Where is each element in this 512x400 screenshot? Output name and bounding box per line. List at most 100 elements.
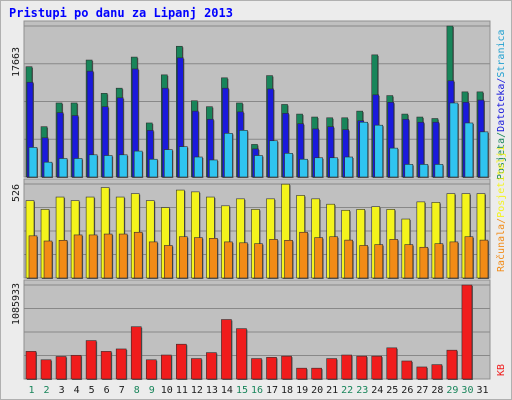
kb-bar-day-1 bbox=[25, 351, 37, 380]
x-tick-label-day-28: 28 bbox=[431, 385, 443, 396]
kb-bar-day-7 bbox=[115, 348, 128, 380]
x-tick-label-day-30: 30 bbox=[461, 385, 473, 396]
files-bar-day-14 bbox=[224, 133, 234, 178]
files-bar-day-4 bbox=[73, 158, 84, 178]
files-bar-day-17 bbox=[269, 140, 279, 178]
kb-bar-day-6 bbox=[100, 351, 113, 380]
legend-item-visitors: Posjetitelji bbox=[496, 146, 507, 218]
kb-bar-day-20 bbox=[311, 367, 323, 380]
files-bar-day-1 bbox=[28, 147, 38, 178]
hosts-bar-day-25 bbox=[389, 239, 399, 279]
hosts-bar-day-7 bbox=[118, 233, 129, 279]
files-bar-day-3 bbox=[58, 158, 69, 178]
kb-bar-day-29 bbox=[446, 349, 458, 380]
hosts-bar-day-3 bbox=[58, 239, 69, 279]
files-bar-day-25 bbox=[389, 147, 399, 178]
x-tick-label-day-31: 31 bbox=[476, 385, 488, 396]
x-tick-label-day-22: 22 bbox=[341, 385, 353, 396]
files-bar-day-16 bbox=[254, 155, 264, 178]
files-bar-day-23 bbox=[359, 121, 369, 178]
x-tick-label-day-7: 7 bbox=[119, 385, 125, 396]
kb-bar-day-11 bbox=[176, 343, 188, 380]
hosts-bar-day-5 bbox=[88, 234, 99, 279]
kb-bar-day-10 bbox=[160, 354, 173, 380]
kb-bar-day-3 bbox=[55, 356, 68, 380]
panel-1-ymax-label: 17663 bbox=[11, 47, 22, 77]
kb-bar-day-5 bbox=[85, 340, 98, 380]
x-tick-label-day-16: 16 bbox=[251, 385, 263, 396]
hosts-bar-day-24 bbox=[374, 244, 384, 279]
hosts-bar-day-9 bbox=[148, 241, 159, 279]
x-tick-label-day-2: 2 bbox=[44, 385, 50, 396]
x-tick-label-day-15: 15 bbox=[236, 385, 248, 396]
hosts-bar-day-13 bbox=[209, 238, 219, 279]
hosts-bar-day-30 bbox=[464, 236, 474, 279]
kb-bar-day-15 bbox=[236, 328, 248, 380]
files-bar-day-6 bbox=[103, 155, 114, 178]
x-tick-label-day-20: 20 bbox=[311, 385, 323, 396]
panel-1-legend: Posjeta/Datoteka/Stranica bbox=[496, 29, 507, 180]
files-bar-day-7 bbox=[118, 154, 129, 178]
files-bar-day-10 bbox=[163, 149, 174, 178]
kb-bar-day-4 bbox=[70, 354, 83, 380]
files-bar-day-24 bbox=[374, 124, 384, 178]
panel-3-ymax-label: 1085933 bbox=[11, 283, 22, 325]
x-tick-label-day-8: 8 bbox=[134, 385, 140, 396]
x-tick-label-day-1: 1 bbox=[29, 385, 35, 396]
x-tick-label-day-12: 12 bbox=[191, 385, 203, 396]
hosts-bar-day-19 bbox=[299, 231, 309, 279]
kb-bar-day-18 bbox=[281, 355, 293, 380]
x-tick-label-day-23: 23 bbox=[356, 385, 368, 396]
kb-bar-day-17 bbox=[266, 357, 278, 380]
files-bar-day-13 bbox=[209, 159, 219, 178]
hosts-bar-day-21 bbox=[329, 236, 339, 279]
files-bar-day-28 bbox=[434, 164, 444, 178]
kb-bar-day-22 bbox=[341, 354, 353, 380]
hosts-bar-day-8 bbox=[133, 231, 144, 279]
files-bar-day-15 bbox=[239, 130, 249, 178]
hosts-bar-day-15 bbox=[239, 242, 249, 279]
x-tick-label-day-27: 27 bbox=[416, 385, 428, 396]
hosts-bar-day-4 bbox=[73, 234, 84, 279]
files-bar-day-29 bbox=[449, 102, 459, 178]
legend-item-datoteka: Datoteka/ bbox=[496, 78, 507, 132]
kb-bar-day-23 bbox=[356, 355, 368, 380]
kb-bar-day-9 bbox=[145, 359, 158, 380]
kb-bar-day-2 bbox=[40, 359, 53, 380]
legend-item-stranica: Stranica bbox=[496, 29, 507, 77]
x-tick-label-day-29: 29 bbox=[446, 385, 458, 396]
x-tick-label-day-5: 5 bbox=[89, 385, 95, 396]
files-bar-day-5 bbox=[88, 154, 99, 178]
x-tick-label-day-6: 6 bbox=[104, 385, 110, 396]
hosts-bar-day-14 bbox=[224, 241, 234, 279]
legend-item-kb: KB bbox=[496, 364, 507, 376]
kb-bar-day-25 bbox=[386, 347, 398, 380]
files-bar-day-2 bbox=[43, 161, 54, 178]
kb-bar-day-27 bbox=[416, 366, 428, 380]
legend-item-posjeta: Posjeta/ bbox=[496, 132, 507, 180]
kb-bar-day-21 bbox=[326, 358, 338, 380]
files-bar-day-22 bbox=[344, 156, 354, 178]
hosts-bar-day-23 bbox=[359, 245, 369, 279]
x-tick-label-day-19: 19 bbox=[296, 385, 308, 396]
x-tick-label-day-13: 13 bbox=[206, 385, 218, 396]
kb-bar-day-16 bbox=[251, 358, 263, 380]
hosts-bar-day-1 bbox=[28, 235, 38, 279]
hosts-bar-day-28 bbox=[434, 243, 444, 279]
hosts-bar-day-12 bbox=[194, 237, 204, 279]
hosts-bar-day-27 bbox=[419, 246, 429, 279]
legend-item-hosts: Računala/ bbox=[495, 218, 507, 272]
x-tick-label-day-21: 21 bbox=[326, 385, 338, 396]
files-bar-day-21 bbox=[329, 157, 339, 178]
kb-bar-day-26 bbox=[401, 360, 413, 380]
files-bar-day-19 bbox=[299, 158, 309, 178]
files-bar-day-11 bbox=[179, 146, 189, 178]
hosts-bar-day-29 bbox=[449, 241, 459, 279]
files-bar-day-27 bbox=[419, 164, 429, 178]
x-tick-label-day-9: 9 bbox=[149, 385, 155, 396]
hosts-bar-day-16 bbox=[254, 243, 264, 279]
files-bar-day-31 bbox=[479, 131, 489, 178]
kb-bar-day-12 bbox=[191, 358, 203, 380]
hosts-bar-day-20 bbox=[314, 237, 324, 279]
